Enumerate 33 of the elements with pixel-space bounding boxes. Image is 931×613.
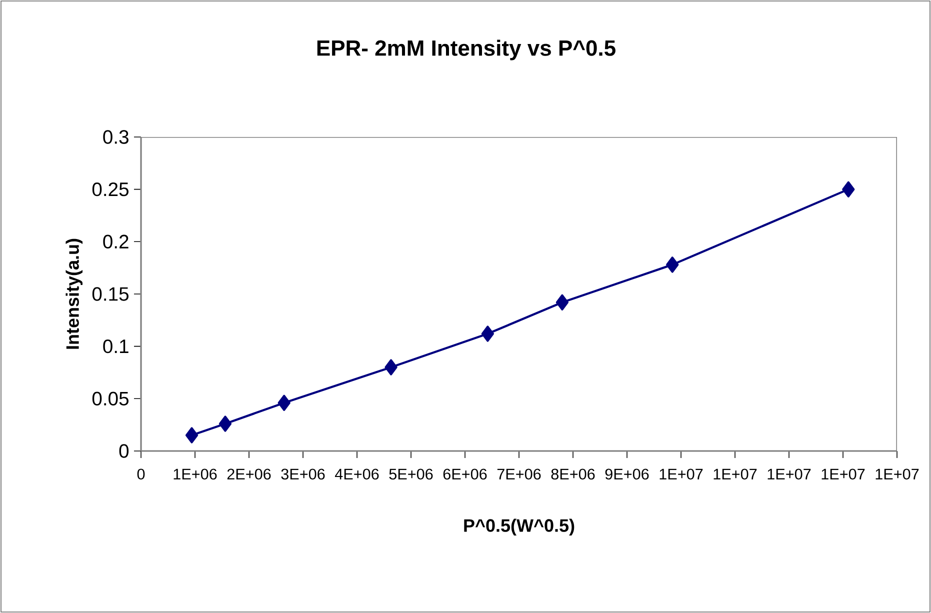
y-axis-title: Intensity(a.u) bbox=[66, 238, 83, 349]
x-tick-label: 1E+07 bbox=[876, 468, 919, 480]
point bbox=[842, 181, 855, 198]
y-tick-label: 0.1 bbox=[103, 339, 128, 354]
point bbox=[218, 416, 232, 432]
x-tick-label: 7E+06 bbox=[497, 468, 541, 480]
x-tick-label: 2E+06 bbox=[227, 468, 271, 480]
x-tick-label: 1E+07 bbox=[768, 468, 811, 480]
y-tick-label: 0.3 bbox=[103, 130, 128, 144]
x-axis-title: P^0.5(W^0.5) bbox=[464, 518, 574, 536]
point bbox=[384, 359, 398, 376]
y-tick-label: 0 bbox=[119, 444, 129, 458]
y-tick-label: 0.2 bbox=[103, 234, 128, 249]
x-tick-label: 1E+07 bbox=[714, 468, 757, 480]
point bbox=[185, 427, 198, 444]
y-tick-label: 0.05 bbox=[92, 392, 128, 406]
x-tick-label: 0 bbox=[137, 468, 145, 480]
point bbox=[556, 294, 569, 310]
x-tick-label: 1E+07 bbox=[822, 468, 865, 480]
x-tick-label: 6E+06 bbox=[443, 468, 487, 480]
x-tick-label: 8E+06 bbox=[551, 468, 595, 480]
point bbox=[666, 256, 679, 273]
x-tick-label: 1E+07 bbox=[660, 468, 703, 480]
y-tick-label: 0.15 bbox=[92, 287, 128, 301]
x-tick-label: 4E+06 bbox=[334, 468, 379, 480]
x-tick-label: 1E+06 bbox=[174, 468, 217, 480]
x-tick-label: 9E+06 bbox=[605, 468, 649, 480]
point bbox=[278, 394, 290, 411]
x-tick-label: 3E+06 bbox=[281, 468, 325, 480]
point bbox=[481, 326, 494, 342]
y-tick-label: 0.25 bbox=[92, 182, 128, 196]
chart-title: EPR- 2mM Intensity vs P^0.5 bbox=[317, 40, 616, 60]
x-tick-label: 5E+06 bbox=[389, 468, 433, 480]
